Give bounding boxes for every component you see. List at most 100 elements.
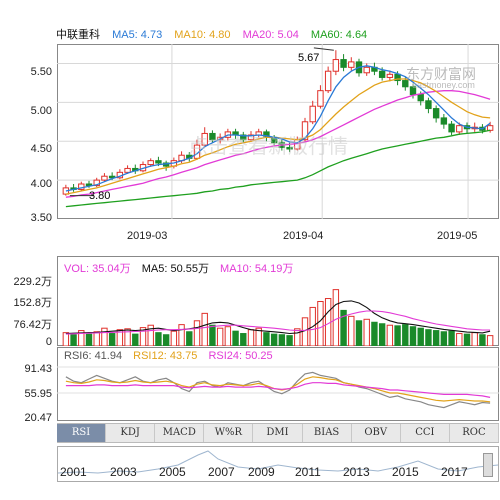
candle-body — [309, 105, 316, 123]
timeline-sparkline — [58, 450, 498, 474]
volume-bar — [286, 335, 293, 346]
candle-body — [456, 125, 463, 133]
vol-ytick: 0 — [45, 336, 52, 348]
volume-bar — [486, 335, 494, 346]
indicator-header: 中联重科 MA5: 4.73 MA10: 4.80 MA20: 5.04 MA6… — [56, 26, 376, 42]
candle-body — [108, 175, 116, 179]
volume-bar — [479, 334, 486, 346]
timeline-year: 2013 — [343, 465, 370, 479]
candle-body — [409, 86, 417, 96]
volume-bar — [471, 332, 478, 346]
timeline-year: 2001 — [60, 465, 87, 479]
volume-chart — [62, 289, 494, 346]
price-ytick: 5.50 — [30, 66, 52, 78]
tab-kdj[interactable]: KDJ — [106, 424, 156, 442]
tab-cci[interactable]: CCI — [401, 424, 450, 442]
timeline-navigator[interactable]: 2001 2003 2005 2007 2009 2011 2013 2015 … — [57, 446, 499, 482]
volume-bar — [155, 332, 162, 346]
timeline-year: 2009 — [248, 465, 275, 479]
price-xtick: 2019-04 — [283, 230, 324, 242]
candle-body — [363, 66, 370, 74]
ma10-value: MA10: 4.80 — [174, 29, 231, 41]
volume-bar — [70, 334, 77, 346]
candle-body — [124, 167, 131, 173]
volume-bar — [294, 328, 301, 346]
candle-body — [93, 179, 100, 187]
price-ytick: 4.50 — [30, 143, 52, 155]
timeline-year: 2017 — [441, 465, 468, 479]
volume-bar — [201, 312, 208, 346]
volume-bar — [170, 330, 178, 346]
candle-body — [440, 117, 448, 125]
tab-wr[interactable]: W%R — [204, 424, 254, 442]
volume-bar — [240, 333, 247, 346]
timeline-handle[interactable] — [483, 453, 493, 477]
volume-bar — [216, 327, 224, 346]
candle-body — [301, 121, 309, 141]
volume-bar — [448, 330, 455, 346]
low-annotation: 3.80 — [89, 190, 111, 202]
volume-bar — [440, 331, 448, 346]
tab-roc[interactable]: ROC — [450, 424, 499, 442]
price-ytick: 5.00 — [30, 105, 52, 117]
candle-body — [247, 134, 255, 141]
price-xtick: 2019-03 — [127, 230, 168, 242]
volume-bar — [355, 320, 363, 346]
candle-body — [240, 134, 247, 141]
vol-ytick: 152.8万 — [13, 297, 52, 309]
candle-body — [324, 70, 332, 92]
tab-dmi[interactable]: DMI — [253, 424, 303, 442]
volume-ma5-line — [65, 300, 491, 335]
volume-bar — [317, 300, 324, 346]
candle-body — [394, 73, 401, 82]
price-ytick: 4.00 — [30, 178, 52, 190]
price-panel — [57, 44, 499, 219]
candlestick-chart — [57, 44, 499, 219]
tab-bias[interactable]: BIAS — [303, 424, 352, 442]
volume-bar — [263, 332, 270, 346]
candle-body — [348, 61, 355, 68]
vol-ytick: 229.2万 — [13, 276, 52, 288]
ma10-line — [65, 78, 491, 195]
indicator-tabs: RSI KDJ MACD W%R DMI BIAS OBV CCI ROC — [57, 423, 499, 443]
volume-legend: VOL: 35.04万 MA5: 50.55万 MA10: 54.19万 — [64, 260, 301, 276]
volume-bar — [378, 323, 386, 346]
rsi24-line — [65, 382, 491, 398]
volume-bar — [371, 321, 378, 346]
tab-rsi[interactable]: RSI — [57, 424, 107, 442]
candle-body — [448, 123, 455, 133]
candle-body — [155, 160, 162, 164]
timeline-year: 2011 — [295, 465, 321, 479]
candle-body — [432, 108, 440, 119]
volume-bar — [132, 333, 139, 346]
candle-body — [147, 160, 154, 166]
volume-bar — [101, 327, 108, 346]
volume-bar — [108, 333, 116, 346]
tab-obv[interactable]: OBV — [352, 424, 401, 442]
rsi6-value: RSI6: 41.94 — [64, 350, 123, 362]
volume-bar — [394, 325, 401, 346]
candle-body — [85, 183, 93, 187]
candle-body — [340, 59, 347, 68]
volume-bar — [62, 332, 70, 346]
ma60-value: MA60: 4.64 — [310, 29, 368, 41]
volume-bar — [232, 330, 239, 346]
volume-bar — [386, 324, 394, 346]
vol-ma5-value: MA5: 50.55万 — [141, 263, 209, 275]
timeline-year: 2015 — [392, 465, 419, 479]
volume-bar — [348, 315, 355, 346]
timeline-year: 2003 — [110, 465, 137, 479]
candle-body — [486, 125, 494, 131]
high-annotation: 5.67 — [298, 52, 320, 64]
candle-body — [201, 132, 208, 146]
candle-body — [386, 73, 394, 78]
tab-macd[interactable]: MACD — [155, 424, 205, 442]
rsi24-value: RSI24: 50.25 — [208, 350, 273, 362]
volume-bar — [301, 317, 309, 346]
rsi-chart — [57, 366, 499, 409]
candle-body — [425, 100, 432, 110]
candle-body — [209, 132, 216, 141]
ma20-line — [65, 90, 491, 198]
volume-bar — [116, 329, 124, 346]
volume-bar — [417, 327, 424, 346]
